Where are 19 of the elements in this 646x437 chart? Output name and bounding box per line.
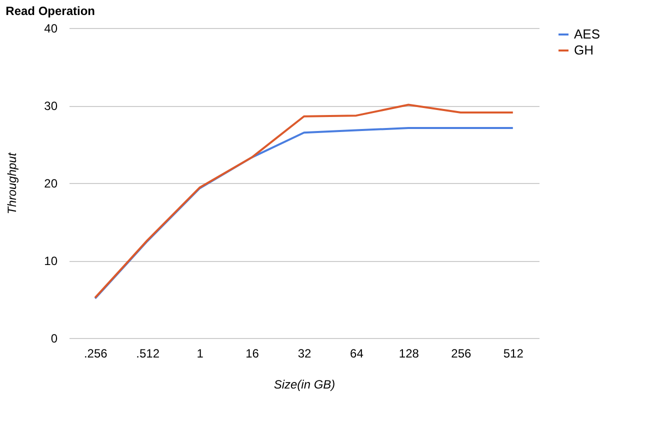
legend-label: AES [574,26,600,42]
y-axis-title: Throughput [5,152,20,214]
x-tick-label: 256 [451,346,472,360]
x-tick-label: 16 [246,346,260,360]
x-tick-label: 64 [350,346,364,360]
x-tick-label: 512 [503,346,524,360]
x-tick-label: .256 [84,346,108,360]
y-tick-label: 0 [50,332,58,346]
x-tick-label: .512 [136,346,160,360]
x-tick-label: 1 [196,346,204,360]
y-tick-label: 30 [44,99,58,113]
y-tick-label: 40 [44,22,58,36]
y-tick-label: 20 [44,176,58,190]
x-axis-title: Size(in GB) [274,378,336,392]
legend-label: GH [574,42,594,58]
y-tick-label: 10 [44,254,58,268]
x-tick-label: 32 [298,346,312,360]
chart-title: Read Operation [6,4,96,18]
x-tick-label: 128 [398,346,420,360]
